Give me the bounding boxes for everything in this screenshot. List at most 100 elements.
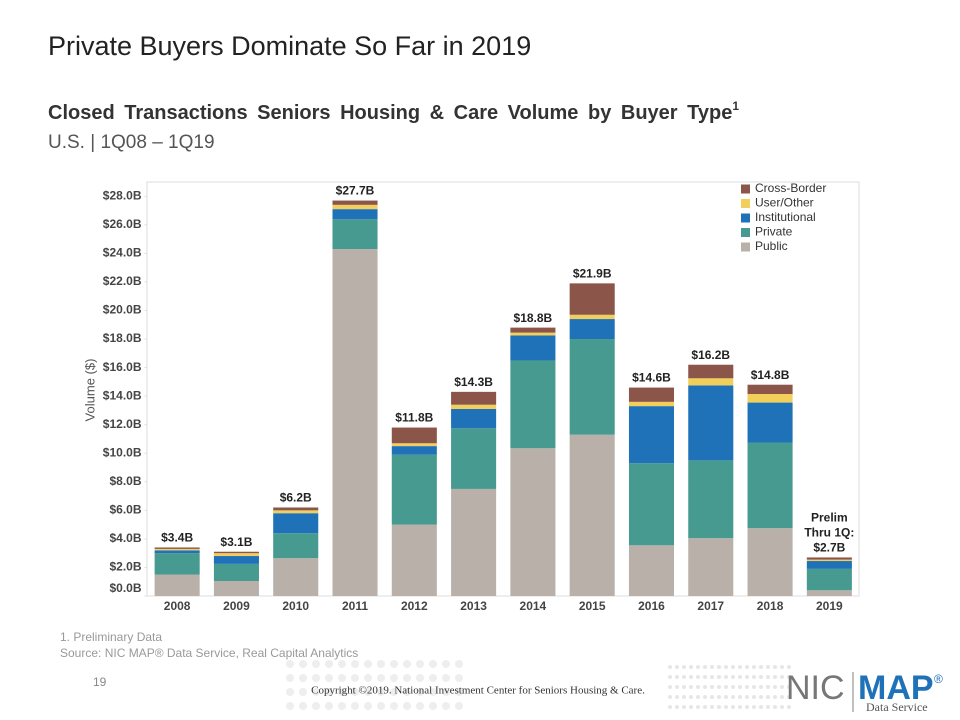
bar-segment [273,507,319,511]
total-label: $18.8B [514,311,553,325]
decor-dot [724,695,728,699]
total-label: $2.7B [813,541,845,555]
y-tick-label: $24.0B [103,246,142,260]
decor-dot [759,705,763,709]
total-label: $21.9B [573,267,612,281]
page-number: 19 [93,675,107,689]
y-tick-label: $10.0B [103,445,142,459]
decor-dot [724,675,728,679]
bar-segment [569,283,615,315]
decor-dot [710,695,714,699]
bar-segment [213,556,259,564]
decor-dot [351,688,359,696]
x-tick-label: 2014 [520,599,547,613]
decor-dot [390,702,398,710]
decor-dot [286,688,294,696]
decor-dot [390,674,398,682]
decor-dot [338,702,346,710]
decor-dot [738,695,742,699]
decor-dot [675,685,679,689]
decor-dot [299,660,307,668]
y-tick-label: $4.0B [109,531,141,545]
decor-dot [752,705,756,709]
decor-dot [455,660,463,668]
decor-dot [668,665,672,669]
decor-dot [390,688,398,696]
plot-frame [146,181,860,597]
y-tick-label: $22.0B [103,274,142,288]
decor-dot [780,705,784,709]
decor-dot [766,685,770,689]
legend-label: Institutional [755,210,816,224]
y-tick-label: $18.0B [103,331,142,345]
decor-dot [682,705,686,709]
bar-segment [213,551,259,554]
decor-dot [364,702,372,710]
decor-dot [682,665,686,669]
decor-dot [403,660,411,668]
decor-dot [745,685,749,689]
legend-label: User/Other [755,196,814,210]
decor-dot [773,665,777,669]
decor-dot [745,675,749,679]
decor-dot [689,685,693,689]
bar-segment [688,364,734,379]
decor-dot [717,685,721,689]
decor-dot [312,660,320,668]
footnote: 1. Preliminary Data [60,630,162,644]
bar-segment [273,533,319,559]
decor-dot [780,665,784,669]
x-tick-label: 2009 [223,599,250,613]
bar-segment [628,545,675,596]
decor-dot [312,674,320,682]
x-tick-label: 2011 [342,599,368,613]
bar-segment [213,563,259,582]
x-tick-label: 2017 [697,599,724,613]
bar-segment [273,513,319,534]
bar-segment [154,548,200,551]
decor-dot [787,665,791,669]
y-tick-label: $12.0B [103,417,142,431]
decor-dot [455,688,463,696]
legend-label: Cross-Border [755,181,826,195]
decor-dot [773,685,777,689]
decor-dot [299,674,307,682]
decor-dot [682,685,686,689]
annotation: Thru 1Q: [804,526,854,540]
x-tick-label: 2018 [757,599,784,613]
x-tick-label: 2010 [282,599,309,613]
chart-title-superscript: 1 [732,99,739,113]
bar-segment [747,393,793,403]
decor-dot [738,705,742,709]
decor-dot [299,688,307,696]
decor-dot [364,688,372,696]
bar-segment [332,200,378,205]
decor-dot [682,695,686,699]
decor-dot [766,705,770,709]
slide-title: Private Buyers Dominate So Far in 2019 [48,31,531,61]
decor-dot [312,688,320,696]
decor-dot [377,660,385,668]
legend-swatch [741,184,750,194]
decor-dot [780,685,784,689]
bar-segment [391,443,437,447]
decor-dot [689,705,693,709]
legend-label: Private [755,225,793,239]
legend-swatch [741,213,750,223]
x-tick-label: 2013 [460,599,487,613]
decor-dot [773,705,777,709]
decor-dot [696,705,700,709]
decor-dot [787,675,791,679]
decor-dot [416,688,424,696]
y-tick-label: $14.0B [103,388,142,402]
decor-dot [338,674,346,682]
legend-swatch [741,228,750,237]
logo-right: MAP [858,669,934,707]
decor-dot [675,705,679,709]
bar-segment [806,557,852,560]
total-label: $6.2B [280,491,312,505]
decor-dot [717,675,721,679]
bar-segment [451,408,497,429]
bar-segment [688,538,734,596]
bar-segment [332,249,378,596]
